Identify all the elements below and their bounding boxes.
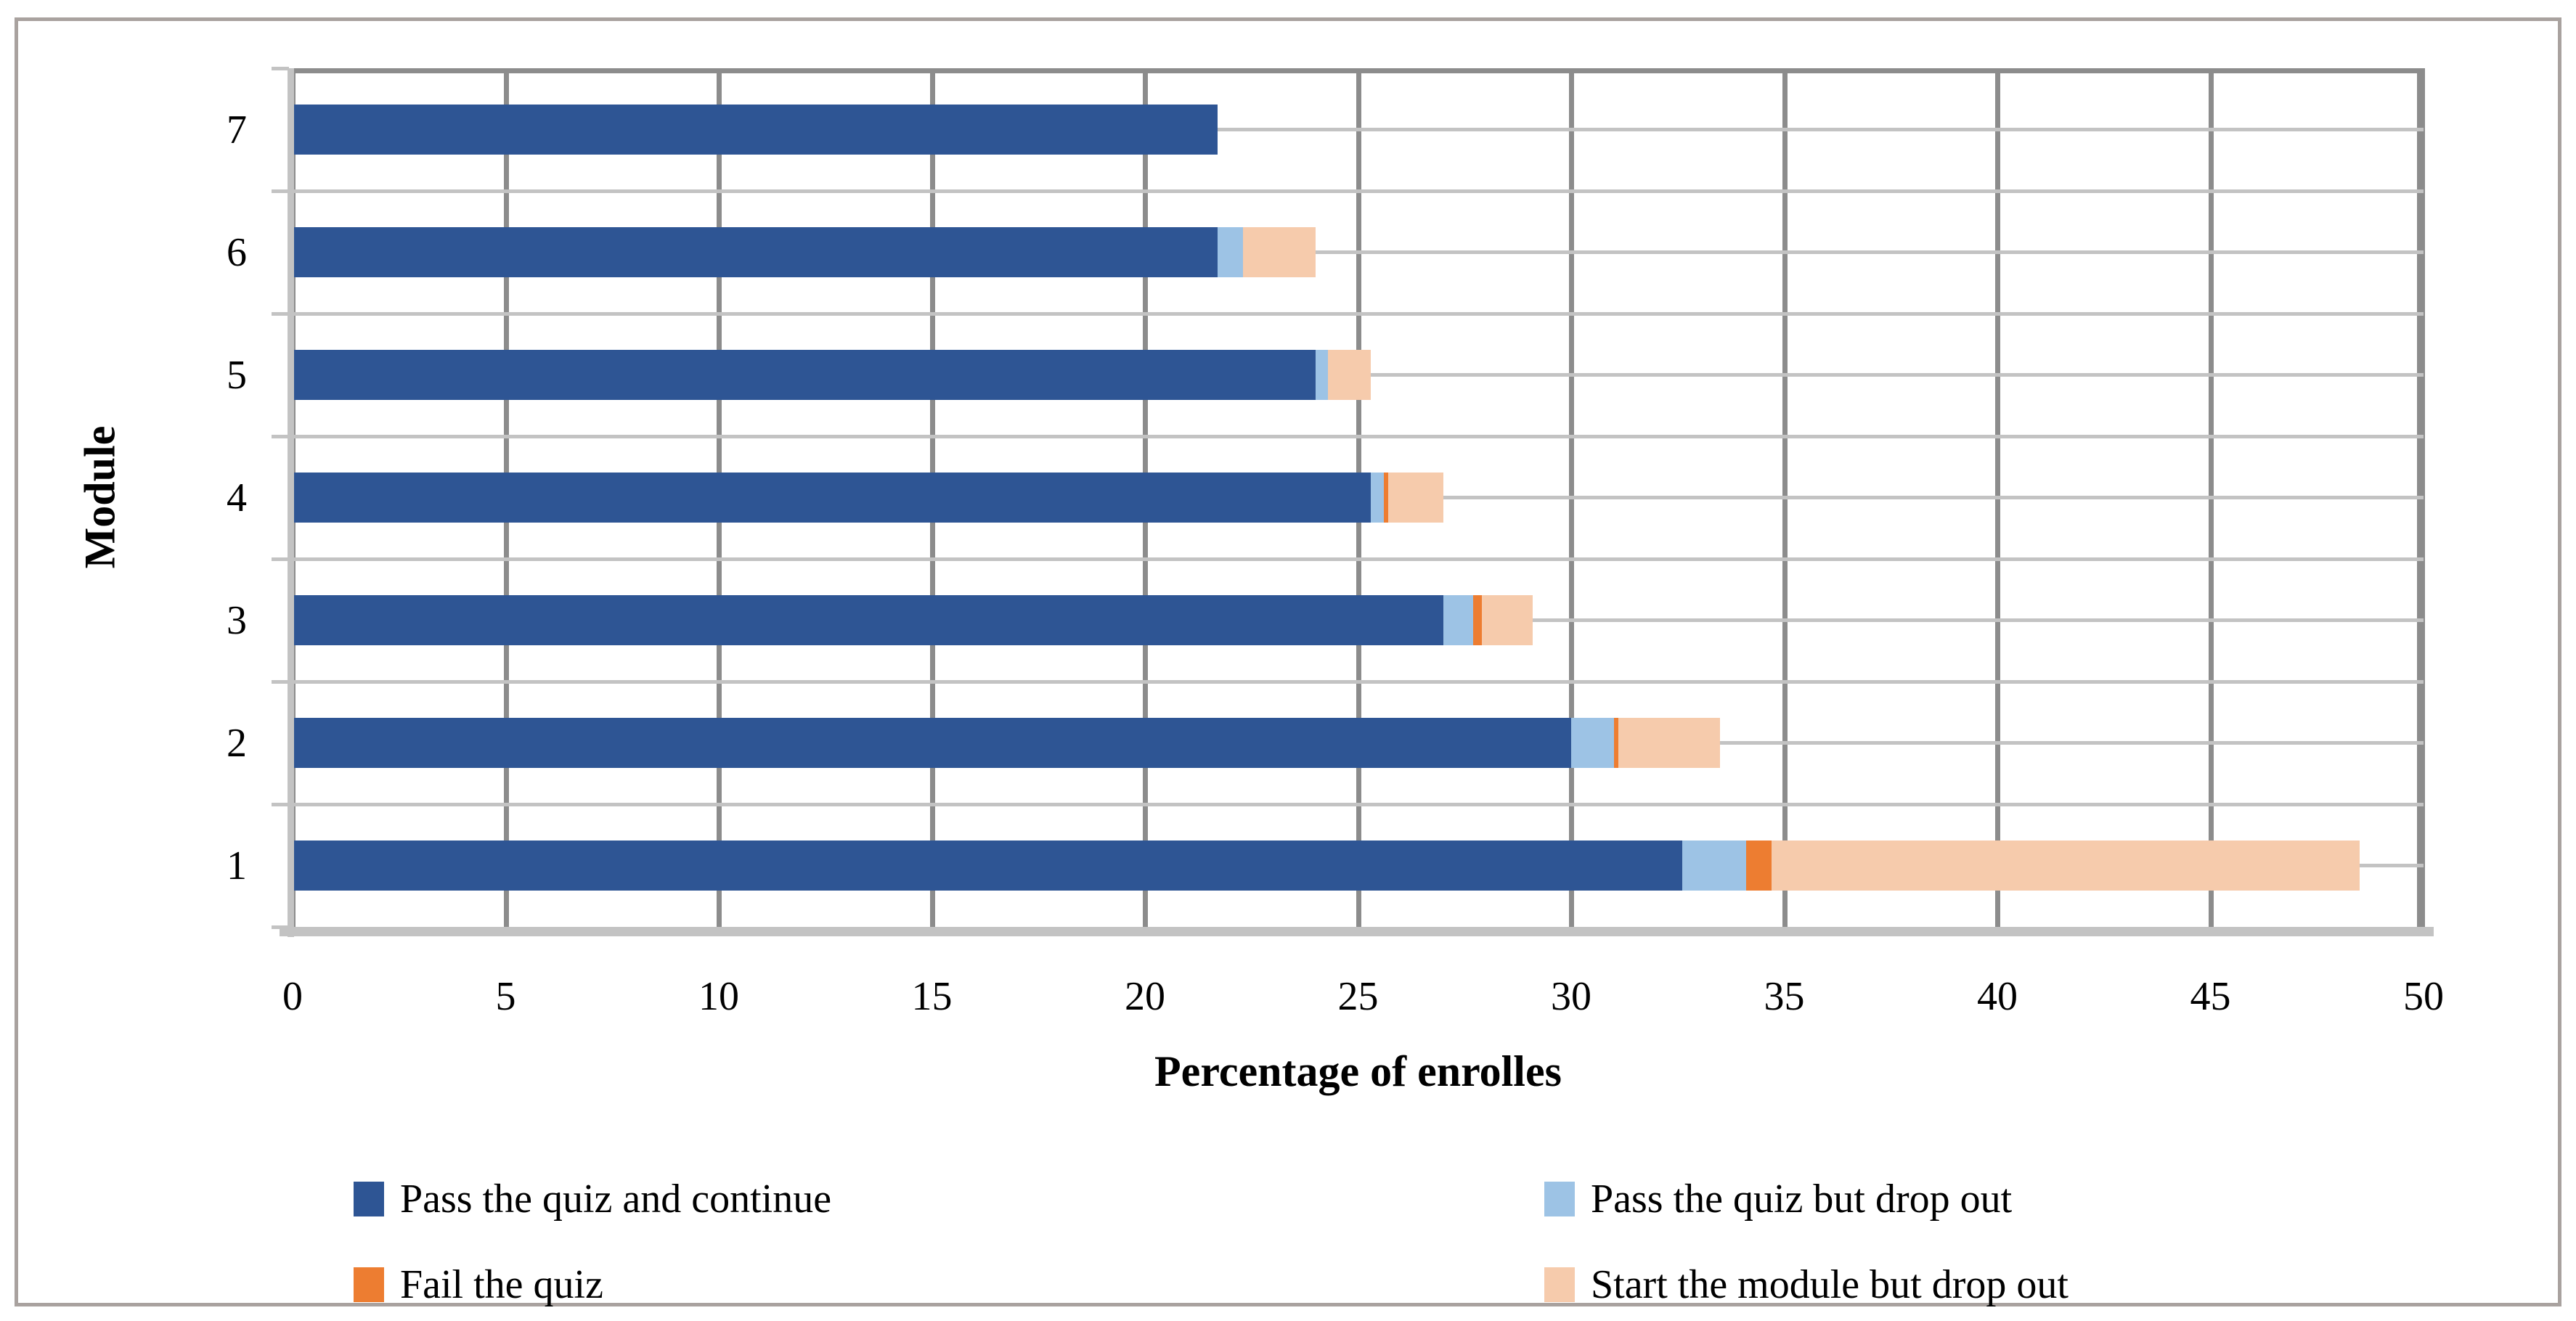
horizontal-gridline — [293, 434, 2424, 438]
bar-segment — [1387, 473, 1443, 523]
y-tick-label: 3 — [227, 597, 247, 643]
legend-swatch — [354, 1267, 384, 1302]
legend-item: Pass the quiz and continue — [354, 1176, 831, 1222]
bar-segment — [1613, 718, 1618, 768]
bar-segment — [1443, 595, 1473, 645]
x-tick-label: 35 — [1764, 974, 1805, 1019]
y-axis-tick — [272, 557, 289, 561]
bar-row-module-7 — [293, 105, 1218, 155]
horizontal-gridline — [293, 250, 2424, 254]
bar-segment — [293, 105, 1218, 155]
bar-segment — [1371, 473, 1384, 523]
y-tick-label: 7 — [227, 107, 247, 152]
x-tick-label: 50 — [2403, 974, 2444, 1019]
x-tick-label: 5 — [495, 974, 516, 1019]
bar-row-module-6 — [293, 227, 1316, 277]
y-axis-line — [288, 68, 294, 937]
legend-label: Pass the quiz but drop out — [1591, 1177, 2013, 1222]
y-axis-tick — [272, 679, 289, 684]
bar-segment — [1682, 841, 1746, 891]
bar-segment — [1315, 350, 1329, 400]
bar-segment — [1328, 350, 1371, 400]
bar-segment — [293, 227, 1218, 277]
legend-swatch — [354, 1182, 384, 1216]
x-tick-label: 0 — [282, 974, 303, 1019]
x-tick-label: 45 — [2190, 974, 2231, 1019]
bar-segment — [293, 841, 1682, 891]
bar-segment — [1243, 227, 1316, 277]
x-tick-label: 20 — [1125, 974, 1165, 1019]
bar-row-module-3 — [293, 595, 1533, 645]
x-tick-label: 30 — [1551, 974, 1591, 1019]
x-axis-title: Percentage of enrolles — [1154, 1047, 1562, 1095]
y-tick-label: 2 — [227, 720, 247, 766]
y-tick-label: 6 — [227, 229, 247, 275]
bar-segment — [1745, 841, 1772, 891]
legend-item: Fail the quiz — [354, 1261, 603, 1308]
y-axis-tick — [272, 66, 289, 70]
legend-label: Start the module but drop out — [1591, 1262, 2068, 1307]
legend-label: Fail the quiz — [400, 1262, 603, 1307]
legend-swatch — [1544, 1182, 1575, 1216]
y-axis-tick — [272, 311, 289, 316]
x-tick-label: 25 — [1337, 974, 1379, 1019]
legend-label: Pass the quiz and continue — [400, 1177, 832, 1222]
x-axis-line — [280, 927, 2434, 936]
bar-segment — [1383, 473, 1388, 523]
bar-row-module-4 — [293, 473, 1443, 523]
legend-item: Start the module but drop out — [1544, 1261, 2068, 1308]
x-tick-label: 10 — [698, 974, 739, 1019]
bar-segment — [1571, 718, 1614, 768]
y-tick-label: 5 — [227, 352, 247, 398]
y-tick-label: 1 — [227, 843, 247, 888]
bar-segment — [1618, 718, 1721, 768]
bar-segment — [293, 350, 1316, 400]
y-tick-label: 4 — [227, 475, 247, 520]
bar-segment — [1472, 595, 1482, 645]
bar-row-module-5 — [293, 350, 1371, 400]
horizontal-gridline — [293, 679, 2424, 684]
bar-segment — [1771, 841, 2360, 891]
bar-row-module-2 — [293, 718, 1721, 768]
plot-top-border — [293, 68, 2424, 73]
bar-segment — [293, 473, 1371, 523]
y-axis-tick — [272, 434, 289, 438]
bar-segment — [1217, 227, 1243, 277]
horizontal-gridline — [293, 557, 2424, 561]
x-tick-label: 40 — [1977, 974, 2018, 1019]
bar-segment — [1481, 595, 1533, 645]
bar-segment — [293, 595, 1443, 645]
bar-row-module-1 — [293, 841, 2360, 891]
legend-swatch — [1544, 1267, 1575, 1302]
horizontal-gridline — [293, 311, 2424, 316]
bar-segment — [293, 718, 1571, 768]
horizontal-gridline — [293, 802, 2424, 806]
y-axis-tick — [272, 189, 289, 193]
horizontal-gridline — [293, 128, 2424, 131]
x-tick-label: 15 — [911, 974, 953, 1019]
figure-border — [15, 17, 2561, 1306]
horizontal-gridline — [293, 189, 2424, 193]
legend-item: Pass the quiz but drop out — [1544, 1176, 2012, 1222]
y-axis-tick — [272, 802, 289, 806]
